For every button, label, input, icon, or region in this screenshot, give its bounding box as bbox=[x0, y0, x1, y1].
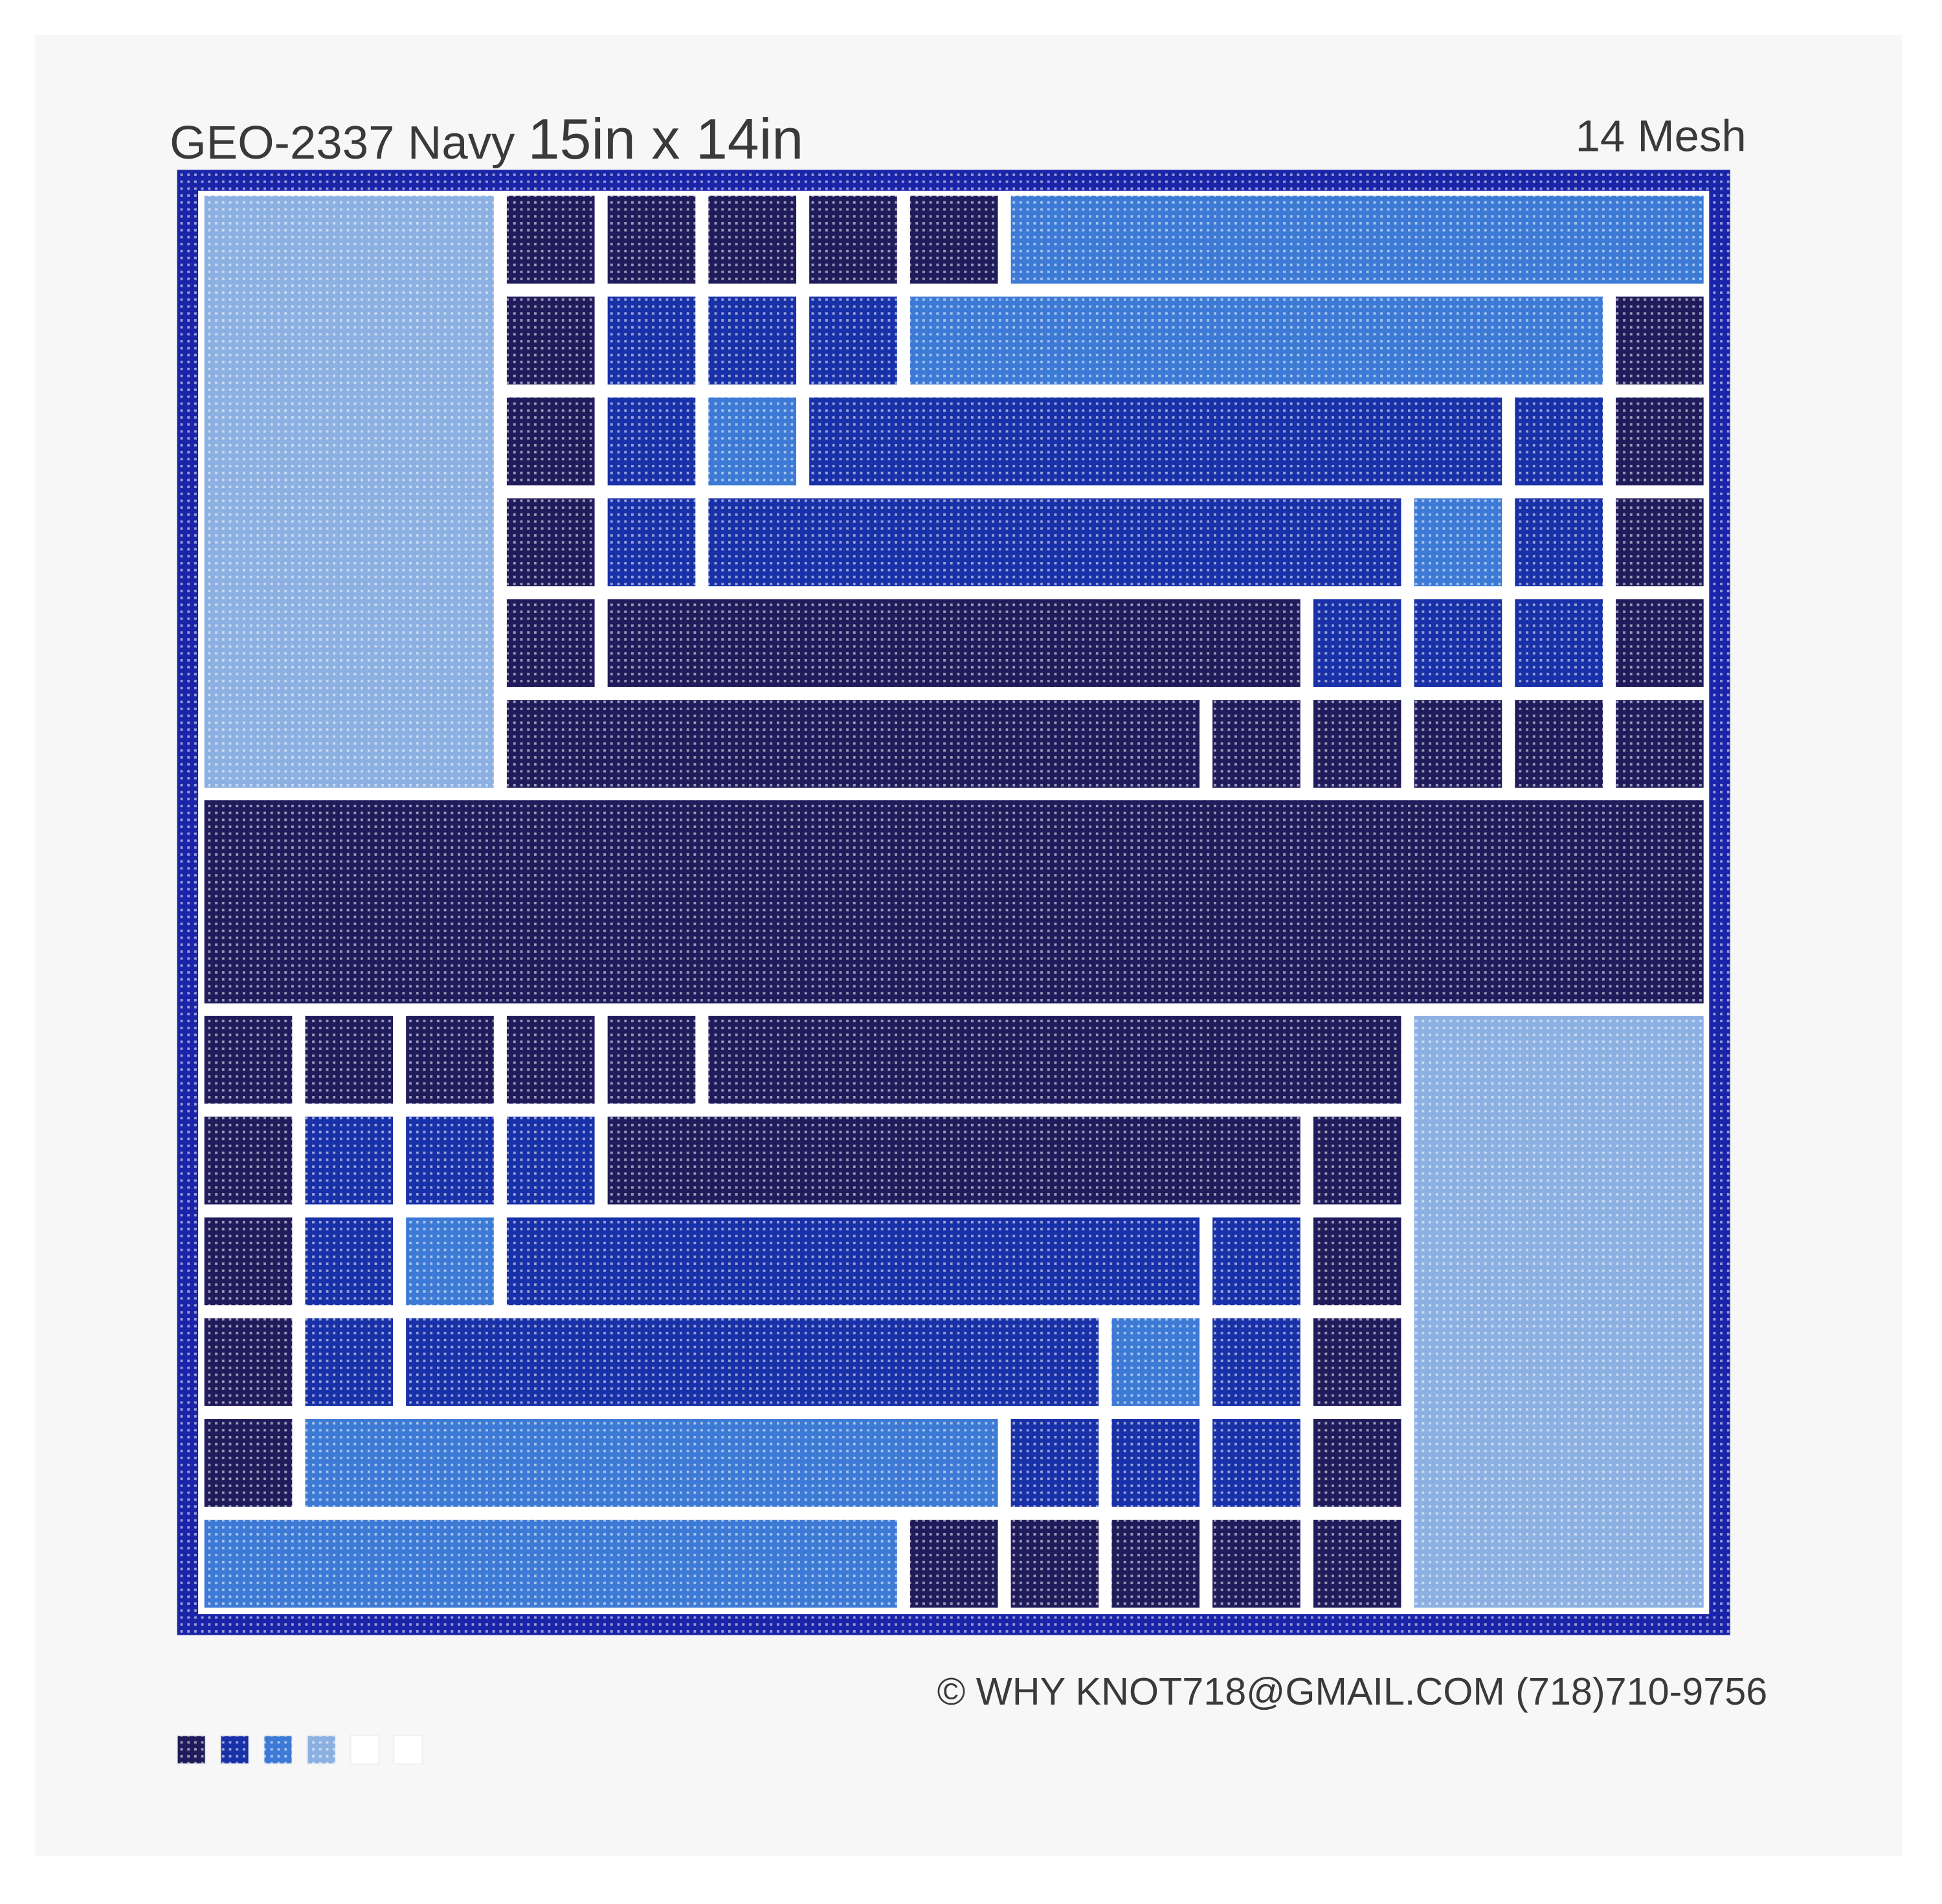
color-key bbox=[176, 1734, 423, 1765]
swatch-mesh bbox=[263, 1735, 293, 1764]
swatch-mesh bbox=[220, 1735, 249, 1764]
swatch-mesh bbox=[177, 1735, 206, 1764]
title-code: GEO-2337 Navy bbox=[170, 117, 515, 169]
copyright: © WHY KNOT718@GMAIL.COM (718)710-9756 bbox=[937, 1670, 1768, 1713]
title-size: 15in x 14in bbox=[528, 107, 804, 171]
design-title: GEO-2337 Navy 15in x 14in bbox=[170, 107, 803, 171]
swatch-mesh bbox=[350, 1735, 379, 1764]
mesh-label: 14 Mesh bbox=[1576, 111, 1747, 161]
swatch-mesh bbox=[307, 1735, 336, 1764]
swatch-mesh bbox=[394, 1735, 423, 1764]
mesh-overlay bbox=[177, 170, 1730, 1635]
